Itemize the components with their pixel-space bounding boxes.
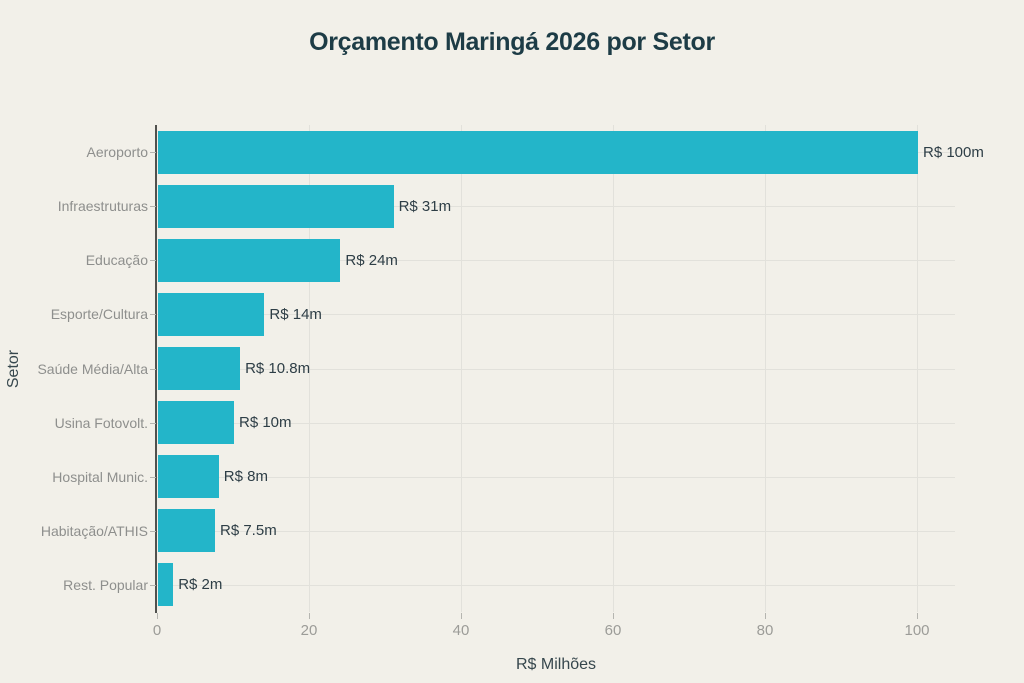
category-label: Esporte/Cultura	[50, 306, 148, 323]
plot-area: R$ 100m R$ 31m R$ 24m R$ 14m R$ 10.8m R$ 10m R…	[157, 125, 984, 612]
x-tick-mark	[765, 613, 766, 619]
bar	[158, 347, 241, 390]
x-tick-mark	[613, 613, 614, 619]
value-label: R$ 2m	[178, 576, 223, 594]
category-tick-mark	[150, 260, 156, 262]
category-label: Saúde Média/Alta	[37, 360, 148, 377]
value-label: R$ 14m	[269, 305, 322, 323]
x-tick-label: 0	[152, 622, 162, 639]
gridline-horizontal	[157, 530, 955, 532]
category-label: Rest. Popular	[63, 576, 148, 593]
category-label: Educação	[85, 252, 148, 269]
bar	[158, 455, 219, 499]
gridline-horizontal	[157, 260, 955, 262]
x-tick-mark	[461, 613, 462, 619]
bar	[158, 238, 341, 282]
value-label: R$ 10.8m	[245, 360, 311, 377]
bar	[158, 130, 918, 174]
category-tick-mark	[150, 476, 156, 478]
y-axis-line	[155, 125, 157, 613]
value-label: R$ 7.5m	[220, 522, 277, 540]
x-axis-title: R$ Milhões	[515, 656, 597, 673]
x-tick-label: 20	[300, 622, 318, 639]
x-tick-mark	[309, 613, 310, 619]
value-label: R$ 31m	[398, 197, 452, 215]
category-label: Habitação/ATHIS	[40, 522, 148, 539]
x-tick-label: 60	[604, 622, 622, 639]
x-tick-mark	[917, 613, 918, 619]
bar	[158, 292, 265, 336]
gridline-horizontal	[157, 314, 955, 316]
category-label: Usina Fotovolt.	[54, 414, 148, 431]
category-label: Hospital Munic.	[52, 468, 148, 485]
value-label: R$ 100m	[923, 143, 984, 161]
category-tick-mark	[150, 368, 156, 370]
category-tick-mark	[150, 584, 156, 586]
value-label: R$ 24m	[345, 251, 398, 269]
chart-title: Orçamento Maringá 2026 por Setor	[309, 28, 715, 56]
category-tick-mark	[150, 422, 156, 424]
gridline-horizontal	[157, 368, 955, 370]
category-label: Infraestruturas	[57, 198, 148, 215]
category-tick-mark	[150, 206, 156, 208]
bar	[158, 563, 174, 607]
gridline-horizontal	[157, 476, 955, 478]
bar	[158, 401, 234, 445]
x-tick-label: 40	[452, 622, 470, 639]
bar	[158, 184, 394, 228]
x-tick-label: 80	[756, 622, 774, 639]
value-label: R$ 8m	[223, 468, 268, 486]
category-tick-mark	[150, 314, 156, 316]
y-axis-title: Setor	[5, 349, 22, 389]
value-label: R$ 10m	[239, 414, 292, 432]
category-label: Aeroporto	[86, 144, 148, 161]
gridline-horizontal	[157, 206, 955, 208]
category-tick-mark	[150, 530, 156, 532]
gridline-horizontal	[157, 584, 955, 586]
x-tick-label: 100	[904, 622, 930, 639]
bar	[158, 509, 215, 553]
x-tick-mark	[157, 613, 158, 619]
gridline-horizontal	[157, 422, 955, 424]
category-tick-mark	[150, 152, 156, 154]
